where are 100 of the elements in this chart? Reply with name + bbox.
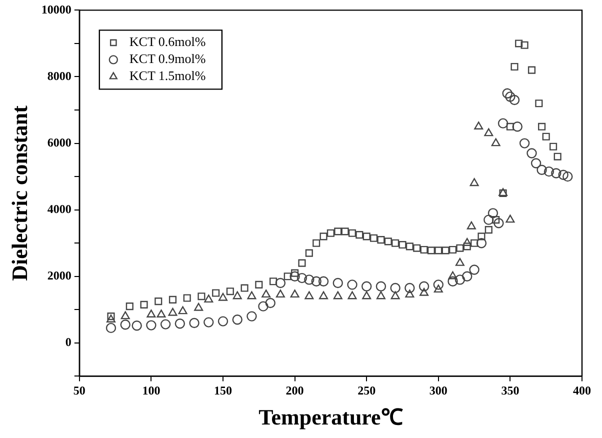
- point: [469, 264, 480, 275]
- point: [341, 228, 349, 236]
- point: [484, 226, 492, 234]
- point: [509, 94, 520, 106]
- point: [156, 310, 166, 318]
- point: [320, 232, 328, 240]
- point: [218, 292, 228, 301]
- point: [304, 291, 314, 300]
- point: [347, 280, 358, 290]
- point: [298, 259, 306, 267]
- point: [140, 300, 148, 308]
- point: [296, 272, 308, 284]
- point: [232, 291, 242, 300]
- point: [505, 92, 516, 102]
- point: [275, 278, 286, 288]
- point: [106, 322, 116, 334]
- point: [448, 276, 458, 286]
- point: [240, 284, 248, 292]
- point: [542, 132, 550, 140]
- point: [448, 246, 457, 254]
- point: [520, 41, 528, 49]
- point: [362, 232, 370, 240]
- point: [120, 311, 130, 320]
- point: [554, 152, 562, 160]
- y-tick-label: 0: [65, 335, 72, 350]
- point: [291, 269, 299, 277]
- point: [420, 288, 429, 296]
- point: [183, 294, 191, 302]
- point: [154, 298, 162, 306]
- point: [478, 232, 486, 240]
- point: [334, 228, 342, 236]
- legend-label: KCT 0.9mol%: [129, 51, 206, 66]
- x-tick-label: 400: [573, 383, 591, 398]
- y-tick-label: 4000: [47, 202, 72, 216]
- point: [502, 88, 512, 98]
- point: [492, 216, 500, 224]
- point: [258, 301, 268, 312]
- point: [398, 240, 406, 249]
- point: [484, 214, 494, 225]
- point: [454, 274, 466, 285]
- point: [276, 290, 285, 298]
- point: [512, 122, 522, 132]
- point: [348, 229, 356, 237]
- x-tick-label: 150: [214, 383, 232, 398]
- x-tick-label: 100: [142, 383, 160, 398]
- point: [384, 238, 392, 246]
- point: [247, 291, 256, 300]
- point: [392, 239, 400, 247]
- point: [212, 289, 220, 297]
- point: [362, 281, 372, 292]
- y-tick-label: 10000: [41, 2, 72, 16]
- point: [304, 274, 314, 285]
- point: [474, 122, 484, 130]
- point: [536, 164, 547, 176]
- y-axis-title: Dielectric constant: [6, 104, 32, 281]
- point: [232, 314, 242, 325]
- point: [462, 271, 472, 282]
- y-tick-label: 6000: [47, 135, 72, 150]
- point: [558, 170, 568, 180]
- point: [218, 316, 228, 326]
- point: [463, 242, 471, 250]
- point: [265, 298, 276, 308]
- legend-label: KCT 1.5mol%: [129, 68, 206, 84]
- point: [290, 290, 300, 298]
- point: [455, 258, 464, 266]
- x-tick-label: 200: [286, 383, 304, 398]
- point: [550, 142, 558, 150]
- point: [189, 318, 200, 328]
- point: [326, 229, 334, 237]
- point: [506, 122, 514, 130]
- point: [530, 158, 542, 168]
- point: [476, 238, 487, 248]
- point: [488, 208, 498, 218]
- point: [376, 291, 386, 300]
- point: [246, 311, 257, 322]
- point: [146, 320, 156, 330]
- point: [562, 171, 573, 182]
- point: [305, 249, 313, 257]
- point: [498, 118, 508, 128]
- point: [120, 320, 130, 330]
- point: [168, 308, 178, 316]
- x-tick-label: 350: [501, 383, 520, 398]
- point: [132, 320, 142, 331]
- point: [470, 178, 479, 186]
- point: [434, 284, 443, 293]
- point: [146, 310, 156, 318]
- point: [255, 280, 263, 288]
- point: [434, 246, 442, 254]
- point: [538, 122, 546, 130]
- point: [526, 148, 537, 158]
- point: [356, 231, 364, 239]
- point: [494, 218, 504, 228]
- x-tick-label: 50: [73, 383, 86, 398]
- point: [160, 319, 171, 330]
- point: [269, 278, 278, 286]
- point: [311, 276, 322, 286]
- point: [420, 246, 428, 254]
- point: [491, 138, 500, 146]
- point: [535, 100, 543, 108]
- y-tick-label: 8000: [47, 68, 72, 83]
